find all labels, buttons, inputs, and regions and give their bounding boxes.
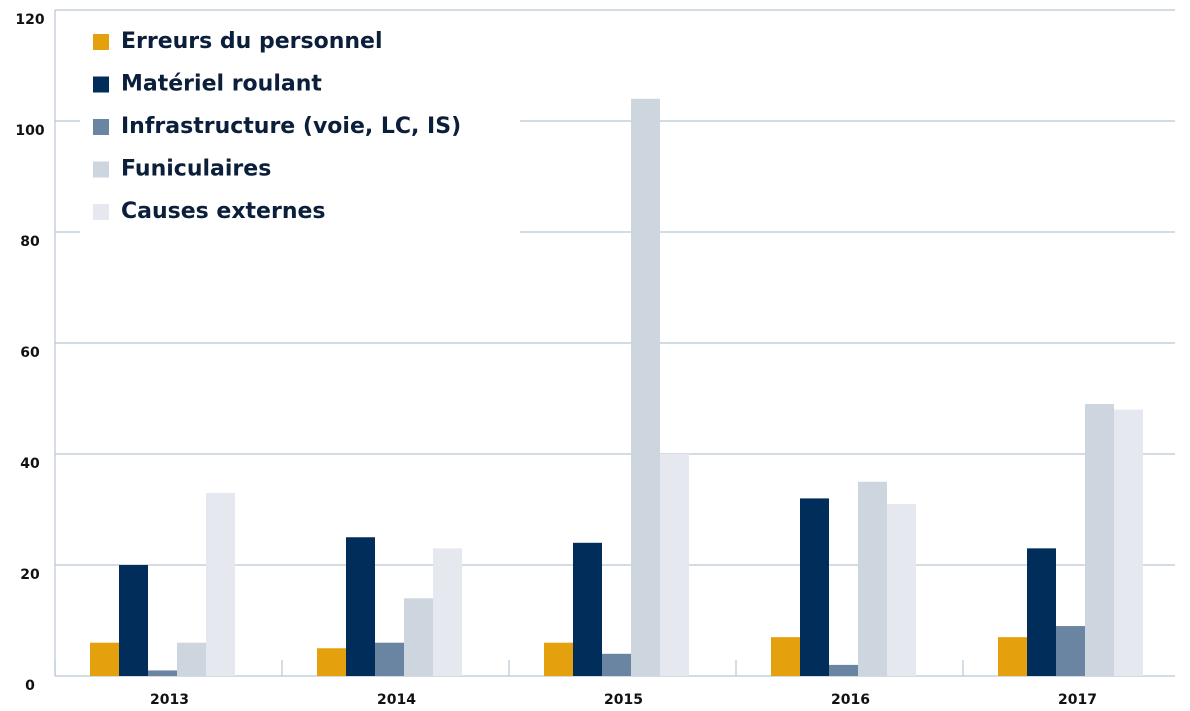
bar [433,548,462,676]
y-tick-label: 40 [20,456,40,472]
bar [544,642,573,676]
bar [404,598,433,676]
y-tick-label: 80 [20,234,40,250]
x-tick-label: 2017 [1058,692,1097,708]
bar [887,503,916,676]
bar [317,648,346,676]
bar [800,498,829,676]
bar [660,454,689,676]
legend-label: Funiculaires [121,157,271,182]
y-tick-label: 0 [25,678,35,694]
bar [631,98,660,677]
x-tick-label: 2016 [831,692,870,708]
legend-label: Causes externes [121,199,326,224]
bar [90,642,119,676]
legend-swatch [93,161,109,178]
legend-swatch [93,204,109,220]
bar [1114,409,1143,676]
bar [998,637,1027,676]
legend-swatch [93,76,109,93]
bar [177,642,206,676]
x-tick-label: 2014 [377,692,416,708]
x-tick-label: 2013 [150,692,189,708]
legend-label: Matériel roulant [121,72,322,97]
y-tick-label: 60 [20,345,40,361]
x-tick-label: 2015 [604,692,643,708]
legend-background [80,20,520,240]
bar [1056,626,1085,676]
bar [573,542,602,676]
bar [1027,548,1056,676]
legend-swatch [93,119,109,135]
y-tick-label: 120 [15,12,44,28]
bar [602,653,631,676]
bar [206,492,235,676]
legend-label: Erreurs du personnel [121,29,383,54]
bar [375,642,404,676]
y-tick-label: 100 [15,123,44,139]
legend-label: Infrastructure (voie, LC, IS) [121,114,461,139]
bar [771,637,800,676]
bar [148,670,177,676]
bar [1085,404,1114,676]
y-tick-label: 20 [20,567,40,583]
legend-swatch [93,34,109,50]
bar [858,481,887,676]
bar [346,537,375,676]
bar [829,664,858,676]
bar [119,565,148,676]
